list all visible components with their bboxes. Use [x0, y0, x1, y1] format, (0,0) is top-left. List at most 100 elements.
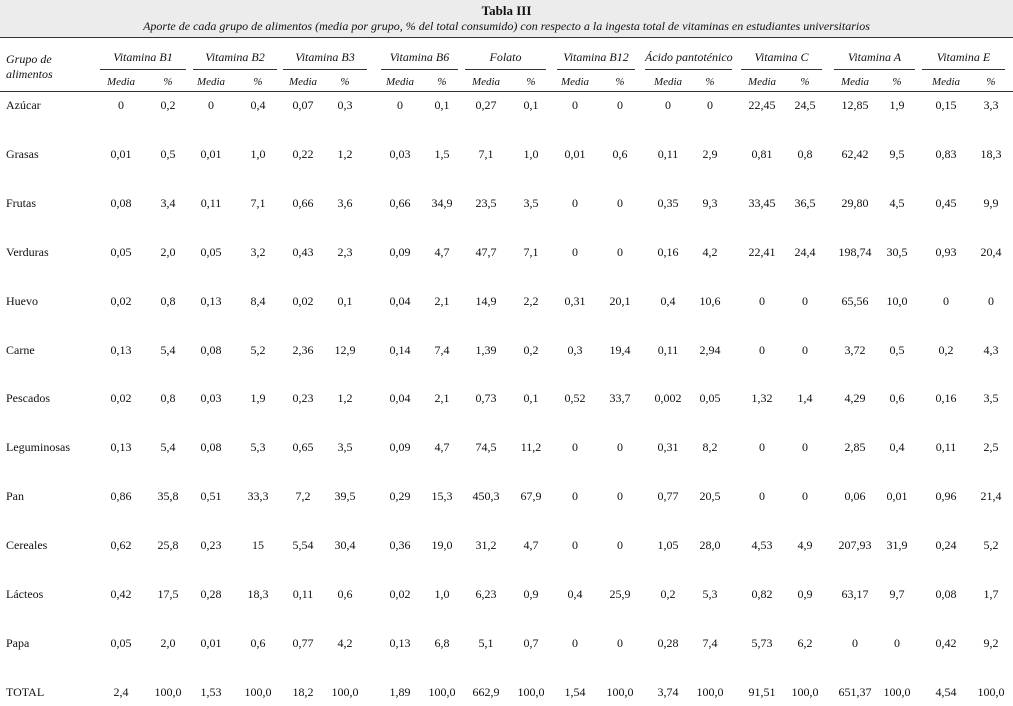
table-cell: 0,6	[250, 636, 266, 650]
table-cell: 5,1	[478, 636, 494, 650]
table-cell: 1,0	[434, 587, 450, 601]
table-cell: 0,28	[657, 636, 679, 650]
table-cell: 21,4	[980, 489, 1002, 503]
table-cell: 29,80	[841, 196, 869, 210]
percent-subheader: %	[340, 76, 350, 88]
table-cell: 0,6	[612, 147, 628, 161]
table-cell: 0,1	[434, 98, 450, 112]
table-cell: 2,4	[113, 685, 129, 699]
table-cell: 31,9	[886, 538, 908, 552]
table-cell: 12,85	[841, 98, 869, 112]
table-cell: 0,82	[751, 587, 773, 601]
table-cell: 6,2	[797, 636, 813, 650]
table-cell: 0,43	[292, 245, 314, 259]
table-cell: 63,17	[841, 587, 869, 601]
table-cell: 1,9	[250, 391, 266, 405]
media-subheader: Media	[747, 76, 777, 88]
table-cell: 1,5	[434, 147, 450, 161]
table-cell: 3,72	[844, 343, 866, 357]
header-rule	[0, 91, 1013, 92]
table-cell: 12,9	[334, 343, 356, 357]
table-cell: 33,3	[247, 489, 269, 503]
table-cell: 0,08	[200, 440, 222, 454]
table-cell: 0,13	[200, 294, 222, 308]
table-cell: 25,8	[157, 538, 179, 552]
vitamin-header: Vitamina B2	[205, 50, 265, 64]
media-subheader: Media	[196, 76, 226, 88]
table-cell: 0,9	[797, 587, 813, 601]
table-cell: 0,45	[935, 196, 957, 210]
percent-subheader: %	[800, 76, 810, 88]
table-cell: 19,4	[609, 343, 631, 357]
table-cell: 9,5	[889, 147, 905, 161]
table-cell: 31,2	[475, 538, 497, 552]
table-cell: 4,9	[797, 538, 813, 552]
table-cell: 0,11	[200, 196, 222, 210]
table-cell: 0,6	[889, 391, 905, 405]
table-cell: 6,23	[475, 587, 497, 601]
table-cell: 0,4	[567, 587, 583, 601]
table-cell: 198,74	[838, 245, 872, 259]
table-cell: 91,51	[748, 685, 776, 699]
percent-subheader: %	[705, 76, 715, 88]
table-cell: 34,9	[431, 196, 453, 210]
table-cell: 1,2	[337, 147, 353, 161]
vitamin-header-rule	[922, 69, 1005, 70]
vitamin-header-rule	[741, 69, 822, 70]
table-cell: 33,7	[609, 391, 631, 405]
table-cell: 33,45	[748, 196, 776, 210]
table-cell: 100,0	[331, 685, 359, 699]
table-cell: 0	[617, 489, 623, 503]
table-cell: 0,83	[935, 147, 957, 161]
vitamin-header-rule	[193, 69, 277, 70]
table-cell: 0,73	[475, 391, 497, 405]
table-cell: 0,11	[292, 587, 314, 601]
table-cell: 2,0	[160, 636, 176, 650]
table-cell: 15	[252, 538, 264, 552]
table-cell: 0,66	[292, 196, 314, 210]
table-header-band: Tabla III Aporte de cada grupo de alimen…	[0, 0, 1013, 38]
table-title: Tabla III	[481, 3, 532, 18]
table-cell: 5,2	[983, 538, 999, 552]
table-cell: 0	[572, 440, 578, 454]
table-cell: 9,3	[702, 196, 718, 210]
table-cell: 0,36	[389, 538, 411, 552]
media-subheader: Media	[931, 76, 961, 88]
table-cell: 7,2	[295, 489, 311, 503]
table-cell: 0,2	[938, 343, 954, 357]
table-cell: 18,3	[980, 147, 1002, 161]
vitamin-header: Vitamina B12	[563, 50, 629, 64]
table-cell: 0,05	[699, 391, 721, 405]
table-cell: 18,2	[292, 685, 314, 699]
table-cell: 5,54	[292, 538, 314, 552]
vitamin-header: Vitamina E	[936, 50, 991, 64]
table-cell: 4,7	[523, 538, 539, 552]
table-cell: 0,5	[889, 343, 905, 357]
table-cell: 0,31	[657, 440, 679, 454]
table-cell: 0,5	[160, 147, 176, 161]
table-cell: 74,5	[475, 440, 497, 454]
media-subheader: Media	[288, 76, 318, 88]
table-cell: 2,94	[699, 343, 721, 357]
table-cell: 5,4	[160, 440, 176, 454]
table-cell: 0,09	[389, 440, 411, 454]
media-subheader: Media	[840, 76, 870, 88]
table-cell: 1,05	[657, 538, 679, 552]
group-column-header: Grupo de alimentos	[6, 52, 53, 81]
table-cell: 0	[943, 294, 949, 308]
table-cell: 20,1	[609, 294, 631, 308]
table-cell: 0,66	[389, 196, 411, 210]
vitamin-header-rule	[645, 69, 732, 70]
table-cell: 15,3	[431, 489, 453, 503]
table-cell: 0,03	[200, 391, 222, 405]
table-cell: 0,11	[657, 147, 679, 161]
table-cell: 2,1	[434, 294, 450, 308]
table-cell: 0,35	[657, 196, 679, 210]
table-cell: 30,5	[886, 245, 908, 259]
table-cell: 10,0	[886, 294, 908, 308]
row-label: Huevo	[6, 294, 38, 308]
table-cell: 0,16	[935, 391, 957, 405]
table-cell: 5,3	[250, 440, 266, 454]
table-cell: 39,5	[334, 489, 356, 503]
table-cell: 2,85	[844, 440, 866, 454]
